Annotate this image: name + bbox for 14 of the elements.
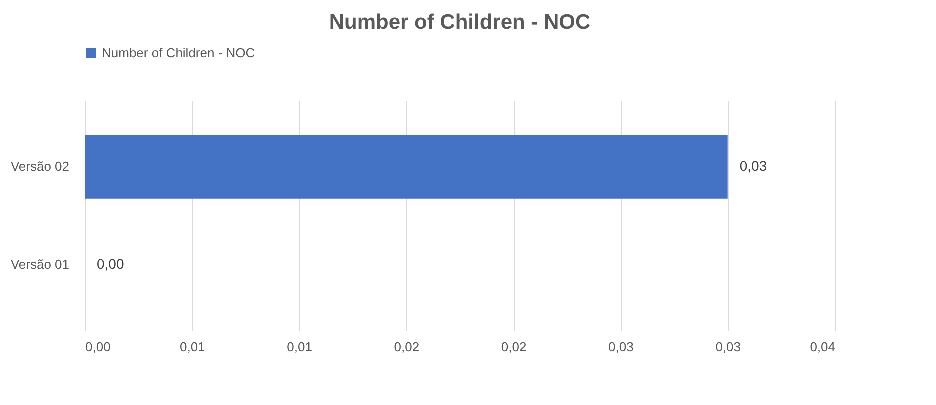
data-label: 0,03 (740, 158, 768, 174)
legend-label: Number of Children - NOC (102, 46, 256, 60)
x-tick-label: 0,04 (810, 340, 836, 354)
x-tick-label: 0,00 (86, 340, 111, 354)
y-tick-label: Versão 01 (10, 256, 70, 272)
data-label: 0,00 (97, 256, 124, 272)
x-tick-label: 0,01 (180, 340, 206, 354)
x-tick-label: 0,02 (394, 340, 420, 354)
y-tick-label: Versão 02 (10, 159, 70, 174)
x-tick-label: 0,01 (287, 340, 312, 354)
x-tick-label: 0,02 (501, 340, 527, 354)
x-tick-label: 0,03 (608, 340, 634, 354)
x-tick-label: 0,03 (716, 340, 742, 354)
chart-title: Number of Children - NOC (329, 11, 591, 34)
